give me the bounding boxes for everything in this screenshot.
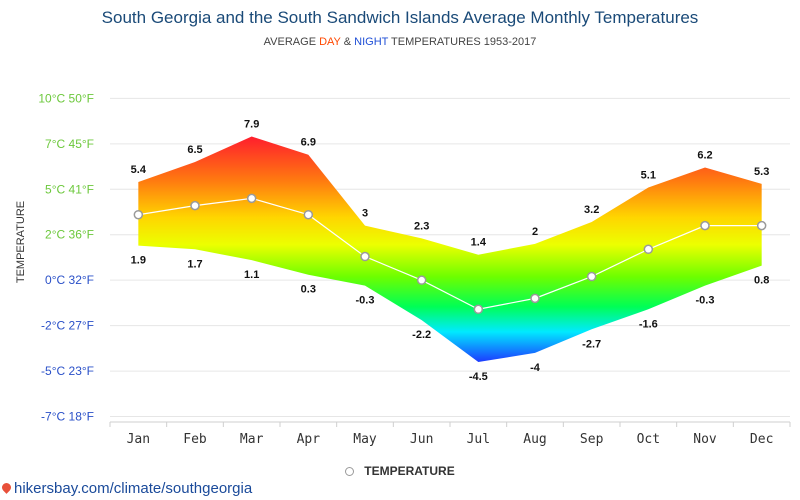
temperature-point — [416, 275, 427, 285]
x-tick-label: Apr — [297, 432, 321, 447]
day-value-label: 1.4 — [471, 237, 487, 249]
x-tick-label: Mar — [240, 432, 264, 447]
temperature-point — [643, 244, 654, 255]
subtitle-amp: & — [340, 36, 355, 48]
chart-subtitle: AVERAGE DAY & NIGHT TEMPERATURES 1953-20… — [0, 36, 800, 48]
x-tick-label: Sep — [580, 432, 604, 447]
day-value-label: 7.9 — [244, 119, 259, 131]
day-value-label: 5.1 — [641, 169, 656, 181]
day-value-label: 3.2 — [584, 204, 599, 216]
y-tick-label: -7°C 18°F — [41, 410, 94, 424]
x-tick-label: Jun — [410, 432, 433, 447]
x-tick-label: Jul — [467, 432, 490, 447]
day-value-label: 6.2 — [697, 149, 712, 161]
subtitle-day-word: DAY — [319, 36, 341, 48]
subtitle-suffix: TEMPERATURES 1953-2017 — [388, 36, 537, 48]
y-tick-label: 10°C 50°F — [38, 91, 94, 105]
day-value-label: 5.4 — [131, 164, 147, 176]
night-value-label: -4.5 — [469, 371, 488, 383]
temperature-point — [756, 220, 767, 231]
subtitle-night-word: NIGHT — [354, 36, 389, 48]
night-value-label: 1.9 — [131, 255, 146, 267]
night-value-label: 1.1 — [244, 269, 259, 281]
x-tick-label: Oct — [637, 432, 660, 447]
night-value-label: 1.7 — [187, 258, 202, 270]
night-value-label: -1.6 — [639, 318, 658, 330]
day-value-label: 2.3 — [414, 220, 429, 232]
y-axis-title: TEMPERATURE — [15, 201, 27, 283]
x-tick-label: May — [353, 432, 377, 447]
legend-label: TEMPERATURE — [364, 464, 455, 478]
night-value-label: -0.3 — [696, 295, 715, 307]
temperature-point — [246, 193, 257, 204]
x-tick-label: Jan — [127, 432, 150, 447]
source-text: hikersbay.com/climate/southgeorgia — [14, 480, 253, 497]
night-value-label: -2.2 — [412, 329, 431, 341]
day-value-label: 5.3 — [754, 166, 769, 178]
legend-marker-icon — [345, 467, 355, 477]
x-tick-label: Aug — [523, 432, 546, 447]
temperature-line — [138, 197, 762, 310]
y-tick-label: 5°C 41°F — [45, 182, 94, 196]
x-tick-label: Feb — [183, 432, 207, 447]
x-tick-label: Dec — [750, 432, 773, 447]
temperature-point — [133, 209, 144, 220]
temperature-point — [473, 304, 484, 315]
night-value-label: -2.7 — [582, 338, 601, 350]
subtitle-prefix: AVERAGE — [263, 36, 320, 48]
temperature-point — [303, 209, 314, 220]
y-tick-label: 7°C 45°F — [45, 137, 94, 151]
temperature-point — [586, 271, 597, 282]
temperature-point — [360, 251, 370, 262]
day-night-range-area — [138, 136, 762, 362]
y-tick-label: -2°C 27°F — [41, 319, 94, 333]
source-link[interactable]: hikersbay.com/climate/southgeorgia — [0, 480, 253, 497]
day-value-label: 6.5 — [187, 144, 202, 156]
day-value-label: 2 — [532, 226, 538, 238]
location-pin-icon — [0, 481, 13, 494]
night-value-label: -4 — [530, 362, 541, 374]
y-tick-label: -5°C 23°F — [41, 364, 94, 378]
night-value-label: 0.3 — [301, 284, 316, 296]
chart-legend[interactable]: TEMPERATURE — [0, 464, 800, 478]
y-tick-label: 0°C 32°F — [45, 273, 94, 287]
night-value-label: 0.8 — [754, 275, 769, 287]
chart-title: South Georgia and the South Sandwich Isl… — [101, 8, 699, 27]
temperature-point — [530, 293, 540, 304]
temperature-point — [190, 200, 200, 211]
y-tick-label: 2°C 36°F — [45, 228, 94, 242]
x-tick-label: Nov — [693, 432, 717, 447]
temperature-point — [700, 220, 710, 231]
night-value-label: -0.3 — [356, 295, 375, 307]
day-value-label: 3 — [362, 208, 368, 220]
day-value-label: 6.9 — [301, 137, 316, 149]
